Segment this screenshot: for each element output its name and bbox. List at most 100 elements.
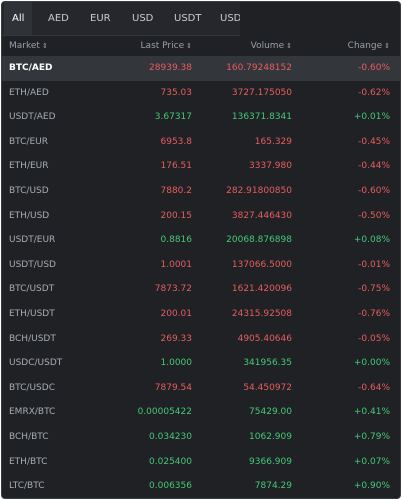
- change-value: +0.90%: [353, 481, 390, 492]
- tab-aed[interactable]: AED: [48, 13, 69, 24]
- change-header-label: Change: [347, 41, 383, 51]
- change-value: +0.08%: [353, 235, 390, 246]
- quote-currency-tabs: All AED EUR USD USDT USDC: [2, 2, 240, 36]
- volume-value: 165.329: [254, 136, 292, 147]
- last-price: 176.51: [160, 161, 193, 172]
- change-value: +0.41%: [353, 407, 390, 418]
- table-row[interactable]: BTC/EUR 6953.8 165.329 -0.45%: [2, 130, 400, 155]
- table-row[interactable]: LTC/BTC 0.006356 7874.29 +0.90%: [2, 474, 400, 498]
- change-value: +0.79%: [353, 431, 390, 442]
- last-price: 1.0001: [160, 259, 193, 270]
- volume-value: 136371.8341: [231, 112, 292, 123]
- last-price: 200.01: [160, 308, 193, 319]
- table-row[interactable]: BTC/USDT 7873.72 1621.420096 -0.75%: [2, 277, 400, 302]
- change-value: +0.00%: [353, 358, 390, 369]
- change-column-header[interactable]: Change ⇕: [348, 36, 390, 56]
- volume-value: 54.450972: [243, 382, 292, 393]
- last-price: 28939.38: [149, 63, 192, 73]
- last-price: 1.0000: [160, 358, 193, 369]
- change-value: -0.60%: [358, 63, 390, 73]
- volume-value: 75429.00: [249, 407, 292, 418]
- volume-value: 341956.35: [243, 358, 292, 369]
- last-price: 269.33: [160, 333, 193, 344]
- table-row[interactable]: USDT/AED 3.67317 136371.8341 +0.01%: [2, 105, 400, 130]
- volume-value: 160.79248152: [226, 63, 292, 73]
- table-row[interactable]: ETH/USD 200.15 3827.446430 -0.50%: [2, 204, 400, 229]
- market-pair: ETH/EUR: [9, 161, 49, 172]
- last-price: 735.03: [160, 87, 193, 98]
- market-pair: ETH/AED: [9, 87, 49, 98]
- table-row[interactable]: BTC/USD 7880.2 282.91800850 -0.60%: [2, 179, 400, 204]
- volume-value: 4905.40646: [237, 333, 292, 344]
- table-row[interactable]: BTC/USDC 7879.54 54.450972 -0.64%: [2, 376, 400, 401]
- volume-value: 24315.92508: [231, 308, 292, 319]
- table-row[interactable]: ETH/BTC 0.025400 9366.909 +0.07%: [2, 450, 400, 475]
- change-value: -0.62%: [358, 87, 390, 98]
- change-value: -0.01%: [358, 259, 390, 270]
- table-header: Market ⇕ Last Price ⇕ Volume ⇕ Change ⇕: [2, 36, 400, 57]
- change-value: +0.07%: [353, 456, 390, 467]
- last-price: 200.15: [160, 210, 193, 221]
- volume-value: 3827.446430: [231, 210, 292, 221]
- table-row[interactable]: BTC/AED 28939.38 160.79248152 -0.60%: [2, 56, 400, 81]
- market-pair: BTC/USDC: [9, 382, 55, 393]
- volume-value: 3337.980: [249, 161, 292, 172]
- tab-usdt[interactable]: USDT: [174, 13, 202, 24]
- market-list: BTC/AED 28939.38 160.79248152 -0.60% ETH/AED…: [2, 56, 400, 498]
- table-row[interactable]: EMRX/BTC 0.00005422 75429.00 +0.41%: [2, 400, 400, 425]
- change-value: -0.76%: [358, 308, 390, 319]
- last-price-header-label: Last Price: [140, 41, 185, 51]
- last-price: 3.67317: [154, 112, 192, 123]
- change-value: -0.50%: [358, 210, 390, 221]
- volume-value: 282.91800850: [226, 185, 292, 196]
- tab-all[interactable]: All: [4, 2, 33, 35]
- table-row[interactable]: ETH/EUR 176.51 3337.980 -0.44%: [2, 154, 400, 179]
- market-pair: BTC/USD: [9, 185, 49, 196]
- volume-value: 137066.5000: [231, 259, 292, 270]
- change-value: -0.64%: [358, 382, 390, 393]
- last-price: 7873.72: [154, 284, 192, 295]
- volume-value: 9366.909: [249, 456, 292, 467]
- sort-icon: ⇕: [286, 42, 292, 50]
- change-value: -0.75%: [358, 284, 390, 295]
- table-row[interactable]: USDC/USDT 1.0000 341956.35 +0.00%: [2, 351, 400, 376]
- last-price: 7879.54: [154, 382, 192, 393]
- tab-usd[interactable]: USD: [132, 13, 154, 24]
- tab-eur[interactable]: EUR: [90, 13, 111, 24]
- market-column-header[interactable]: Market ⇕: [9, 36, 48, 56]
- volume-value: 7874.29: [254, 481, 292, 492]
- volume-value: 1621.420096: [231, 284, 292, 295]
- market-pair: USDT/AED: [9, 112, 56, 123]
- table-row[interactable]: USDT/EUR 0.8816 20068.876898 +0.08%: [2, 228, 400, 253]
- market-pair: USDT/USD: [9, 259, 56, 270]
- volume-header-label: Volume: [250, 41, 285, 51]
- market-pair: BTC/AED: [9, 63, 53, 73]
- market-pair: BCH/BTC: [9, 431, 49, 442]
- last-price: 0.034230: [149, 431, 192, 442]
- market-pair: USDT/EUR: [9, 235, 56, 246]
- market-pair: ETH/BTC: [9, 456, 48, 467]
- market-pair: EMRX/BTC: [9, 407, 56, 418]
- tab-usdc[interactable]: USDC: [220, 13, 240, 24]
- volume-value: 1062.909: [249, 431, 292, 442]
- market-header-label: Market: [9, 41, 40, 51]
- change-value: -0.60%: [358, 185, 390, 196]
- last-price-column-header[interactable]: Last Price ⇕: [141, 36, 192, 56]
- table-row[interactable]: ETH/USDT 200.01 24315.92508 -0.76%: [2, 302, 400, 327]
- last-price: 6953.8: [160, 136, 193, 147]
- last-price: 7880.2: [160, 185, 193, 196]
- last-price: 0.8816: [160, 235, 193, 246]
- market-pair: BTC/EUR: [9, 136, 48, 147]
- table-row[interactable]: BCH/USDT 269.33 4905.40646 -0.05%: [2, 327, 400, 352]
- last-price: 0.00005422: [137, 407, 192, 418]
- sort-icon: ⇕: [384, 42, 390, 50]
- market-pair: ETH/USD: [9, 210, 50, 221]
- table-row[interactable]: USDT/USD 1.0001 137066.5000 -0.01%: [2, 253, 400, 278]
- table-row[interactable]: ETH/AED 735.03 3727.175050 -0.62%: [2, 81, 400, 106]
- change-value: -0.05%: [358, 333, 390, 344]
- volume-column-header[interactable]: Volume ⇕: [251, 36, 292, 56]
- market-pair: USDC/USDT: [9, 358, 63, 369]
- table-row[interactable]: BCH/BTC 0.034230 1062.909 +0.79%: [2, 425, 400, 450]
- market-pair: LTC/BTC: [9, 481, 45, 492]
